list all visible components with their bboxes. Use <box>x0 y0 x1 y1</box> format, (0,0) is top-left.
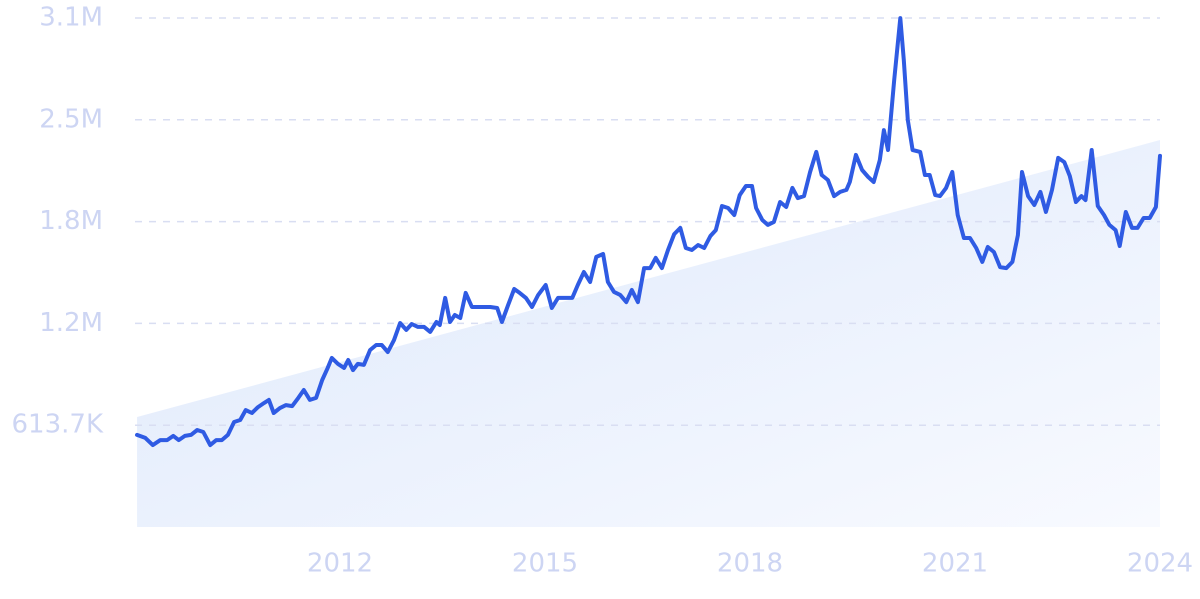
x-tick-label: 2024 <box>1127 549 1193 579</box>
y-tick-label: 2.5M <box>39 104 103 134</box>
x-tick-label: 2015 <box>512 549 578 579</box>
line-series <box>135 16 1162 448</box>
trend-area <box>137 140 1161 527</box>
x-tick-label: 2018 <box>717 549 783 579</box>
x-tick-label: 2021 <box>922 549 988 579</box>
y-tick-label: 3.1M <box>39 3 103 33</box>
x-tick-label: 2012 <box>307 549 373 579</box>
y-tick-label: 1.2M <box>39 308 103 338</box>
y-tick-label: 1.8M <box>39 206 103 236</box>
y-tick-label: 613.7K <box>12 410 104 440</box>
